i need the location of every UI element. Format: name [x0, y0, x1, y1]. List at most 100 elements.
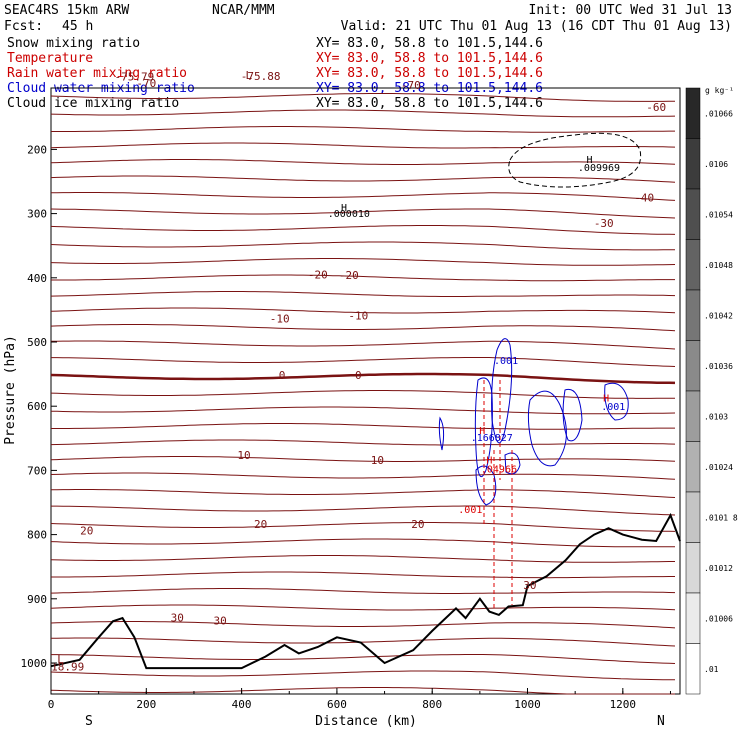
colorbar-swatch	[685, 592, 701, 644]
colorbar-swatch	[685, 138, 701, 190]
temperature-isotherm	[51, 571, 675, 579]
colorbar: g kg⁻¹ .01066 .0106 .01054 .01048 .01042 .010…	[685, 86, 738, 695]
cloud-water-contour	[562, 388, 583, 442]
x-tick-label: 0	[48, 698, 55, 711]
y-tick-label: 200	[27, 143, 47, 156]
temperature-isotherm	[50, 670, 675, 681]
terrain-profile	[50, 512, 681, 670]
y-tick-label: 1000	[21, 657, 48, 670]
cloud-water-contour	[604, 382, 629, 421]
rain-water-contours	[483, 380, 513, 610]
temperature-isotherm	[50, 439, 676, 446]
temperature-isotherm	[50, 489, 676, 498]
temperature-contours	[50, 93, 676, 695]
temperature-isotherm	[50, 192, 676, 201]
y-tick-label: 800	[27, 529, 47, 542]
temperature-label: -70	[136, 77, 156, 90]
plot-frame	[50, 87, 681, 695]
extremum-label: H	[341, 203, 347, 214]
extremum-label: .000010	[328, 209, 370, 220]
temperature-label: -40	[634, 191, 654, 204]
temperature-label: -10	[348, 310, 368, 323]
x-tick-label: 1200	[610, 698, 637, 711]
forecast-value: 45 h	[62, 19, 93, 34]
legend-field-name: Snow mixing ratio	[7, 36, 140, 51]
colorbar-label: .01006	[704, 614, 733, 623]
x-end-label-north: N	[657, 714, 665, 729]
temperature-isotherm	[50, 390, 676, 399]
temperature-label: -75.79	[115, 71, 155, 84]
temperature-label: -10	[270, 313, 290, 326]
temperature-label: 30	[523, 579, 536, 592]
extremum-label: H	[479, 426, 485, 437]
extremum-label: .001	[458, 505, 482, 516]
y-tick-label: 400	[27, 272, 47, 285]
colorbar-label: .01036	[704, 362, 733, 371]
colorbar-swatch	[685, 87, 701, 139]
temperature-isotherm	[50, 241, 676, 251]
colorbar-label: .0106	[704, 160, 728, 169]
colorbar-swatch	[685, 542, 701, 594]
temperature-isotherm	[51, 126, 675, 133]
extremum-label: .001	[494, 356, 518, 367]
colorbar-label: .0101 8	[704, 513, 738, 522]
temperature-label: L	[245, 69, 252, 82]
temperature-isotherm	[50, 142, 676, 149]
temperature-label: 30	[214, 614, 227, 627]
temperature-isotherm	[50, 307, 676, 314]
cloud-water-contour	[491, 338, 513, 444]
forecast-label: Fcst:	[4, 19, 43, 34]
temperature-isotherm	[50, 159, 676, 165]
y-tick-label: 900	[27, 593, 47, 606]
terrain-line	[50, 512, 681, 670]
temperature-isotherm	[50, 538, 675, 548]
cloud-water-contour	[527, 390, 567, 467]
extremum-label: H	[486, 455, 492, 466]
extremum-label: .04966	[481, 464, 517, 475]
colorbar-label: .01048	[704, 261, 733, 270]
forecast-hour: Fcst: 45 h	[4, 19, 93, 34]
temperature-isotherm	[50, 93, 675, 102]
x-tick-label: 800	[422, 698, 442, 711]
legend-field-xy: XY= 83.0, 58.8 to 101.5,144.6	[316, 66, 543, 81]
temperature-label: -60	[646, 101, 666, 114]
y-tick-label: 300	[27, 208, 47, 221]
temperature-label: 20	[254, 518, 267, 531]
extremum-label: .166827	[471, 433, 513, 444]
extremum-label: .009969	[578, 163, 620, 174]
temperature-isotherm	[50, 621, 676, 629]
temperature-isotherm	[50, 472, 676, 480]
temperature-label: 10	[371, 454, 384, 467]
extremum-label: H	[603, 394, 609, 405]
x-end-label-south: S	[85, 714, 93, 729]
legend-field-xy: XY= 83.0, 58.8 to 101.5,144.6	[316, 96, 543, 111]
temperature-isotherm	[50, 588, 676, 594]
cloud-water-contours	[438, 338, 629, 506]
temperature-isotherm	[50, 340, 676, 350]
temperature-isotherm	[50, 522, 676, 532]
snow-contours	[508, 132, 642, 188]
x-tick-label: 600	[327, 698, 347, 711]
colorbar-swatch	[685, 239, 701, 291]
temperature-label: L	[57, 653, 64, 666]
cloud-water-contour	[475, 465, 497, 506]
extremum-label: .001	[601, 402, 625, 413]
extremum-label: H	[586, 155, 592, 166]
center-name: NCAR/MMM	[212, 3, 275, 18]
legend-field-xy: XY= 83.0, 58.8 to 101.5,144.6	[316, 51, 543, 66]
x-axis: 0 200 400 600 800 1000 1200	[48, 688, 671, 711]
colorbar-swatch	[685, 441, 701, 493]
colorbar-swatch	[685, 289, 701, 341]
colorbar-swatch	[685, 340, 701, 392]
y-tick-label: 700	[27, 464, 47, 477]
plot-area: L-75.88-75.79-70 -70-60-40-30-20 -20-10 -10…	[21, 69, 681, 711]
legend-field-name: Temperature	[7, 51, 93, 66]
temperature-label: 20	[411, 518, 424, 531]
temperature-label: 18.99	[51, 661, 84, 674]
x-tick-label: 200	[136, 698, 156, 711]
colorbar-swatch	[685, 643, 701, 695]
temperature-label: -30	[594, 217, 614, 230]
y-axis-label: Pressure (hPa)	[3, 335, 18, 445]
cloud-water-contour	[438, 416, 445, 451]
